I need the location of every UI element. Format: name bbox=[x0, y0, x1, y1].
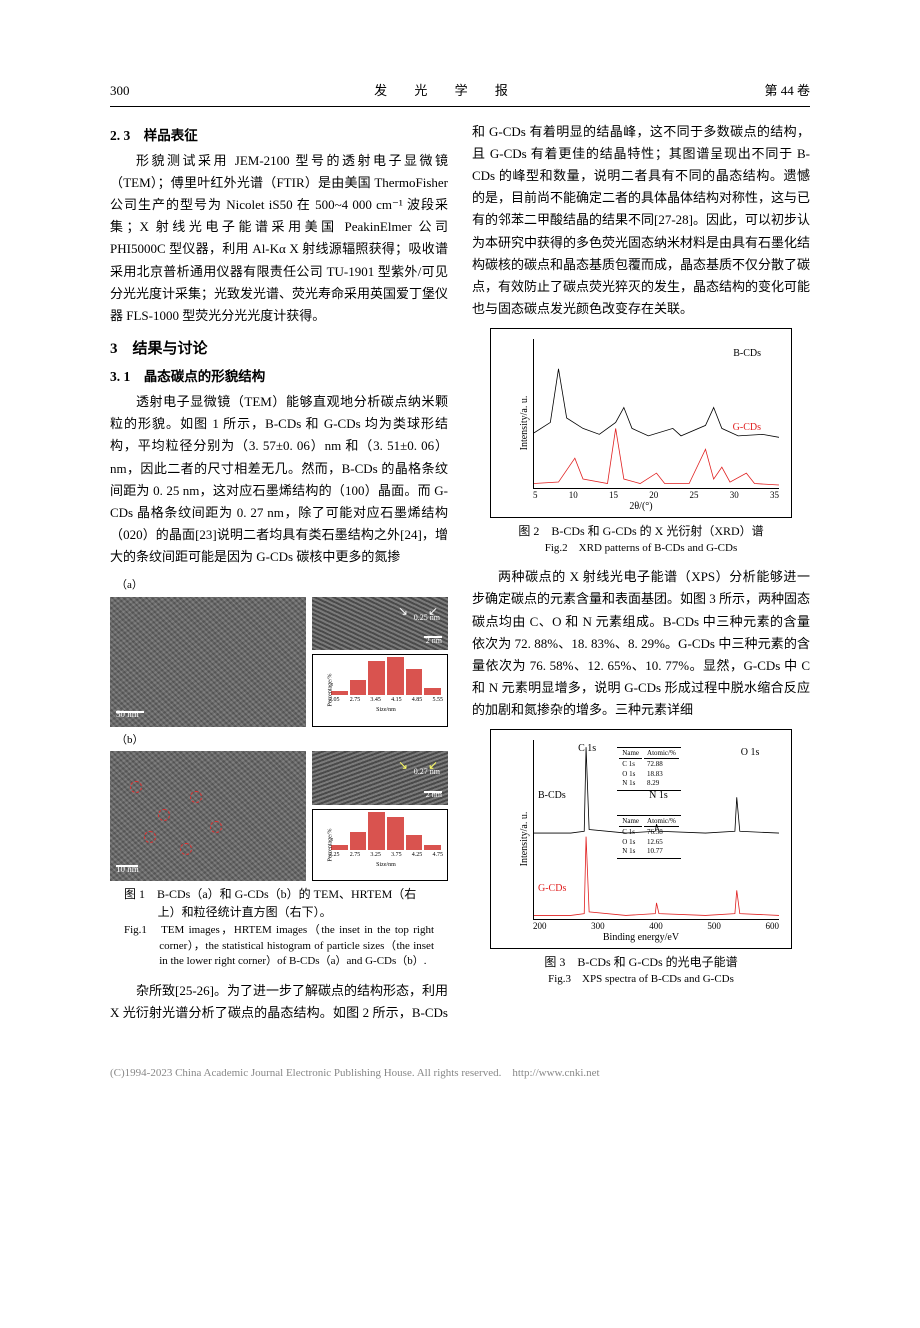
fig2-xlabel: 2θ/(°) bbox=[491, 498, 791, 515]
xrd-chart: Intensity/a. u. B-CDs G-CDs 510152025303… bbox=[490, 328, 792, 518]
fig3-label-b: B-CDs bbox=[538, 787, 566, 804]
scale-line-icon bbox=[424, 636, 442, 638]
page-number: 300 bbox=[110, 80, 130, 102]
fig3-caption-en: Fig.3 XPS spectra of B-CDs and G-CDs bbox=[472, 972, 810, 987]
fig2-ylabel: Intensity/a. u. bbox=[516, 396, 533, 451]
arrow-icon: ↘ bbox=[398, 755, 408, 775]
page-footer: (C)1994-2023 China Academic Journal Elec… bbox=[110, 1064, 810, 1083]
xps-chart: Intensity/a. u. B-CDs G-CDs C 1s N 1s O … bbox=[490, 729, 792, 949]
journal-title: 发 光 学 报 bbox=[374, 80, 520, 102]
fig2-caption-cn: 图 2 B-CDs 和 G-CDs 的 X 光衍射（XRD）谱 bbox=[472, 522, 810, 540]
para-2-3: 形貌测试采用 JEM-2100 型号的透射电子显微镜（TEM）；傅里叶红外光谱（… bbox=[110, 150, 448, 327]
fig3-caption-cn: 图 3 B-CDs 和 G-CDs 的光电子能谱 bbox=[472, 953, 810, 971]
heading-3: 3 结果与讨论 bbox=[110, 337, 448, 363]
fig2-caption-en: Fig.2 XRD patterns of B-CDs and G-CDs bbox=[472, 541, 810, 556]
volume: 第 44 卷 bbox=[764, 80, 810, 102]
histo-a-ylabel: Percentage/% bbox=[325, 674, 335, 707]
arrow-icon: ↘ bbox=[398, 601, 408, 621]
scale-bar-a: 50 nm bbox=[116, 707, 139, 722]
scale-line-icon bbox=[424, 791, 442, 793]
lattice-a: 0.25 nm bbox=[414, 611, 440, 625]
histogram-a: Percentage/% 2.052.753.454.154.855.55 Si… bbox=[312, 654, 448, 726]
fig1-label-a: （a） bbox=[110, 576, 448, 595]
fig1-label-b: （b） bbox=[110, 731, 448, 750]
tem-image-b: 10 nm bbox=[110, 751, 306, 881]
figure-3: Intensity/a. u. B-CDs G-CDs C 1s N 1s O … bbox=[472, 729, 810, 987]
heading-2-3: 2. 3 样品表征 bbox=[110, 125, 448, 148]
atomic-table-b: NameAtomic/%C 1s72.88O 1s18.83N 1s8.29 bbox=[617, 747, 681, 791]
page-header: 300 发 光 学 报 第 44 卷 bbox=[110, 80, 810, 107]
fig1-caption-en: Fig.1 TEM images，HRTEM images（the inset … bbox=[124, 923, 434, 969]
para-3-1-c: 两种碳点的 X 射线光电子能谱（XPS）分析能够进一步确定碳点的元素含量和表面基… bbox=[472, 566, 810, 721]
fig3-xlabel: Binding energy/eV bbox=[491, 929, 791, 946]
histogram-b: Percentage/% 2.252.753.253.754.254.75 Si… bbox=[312, 809, 448, 881]
scale-line-a-icon bbox=[116, 711, 144, 713]
tem-image-a: 50 nm bbox=[110, 597, 306, 727]
peak-c1s: C 1s bbox=[578, 740, 596, 757]
fig1-panel-a: 50 nm ↘ ↙ 0.25 nm 2 nm Percentage/% 2.05… bbox=[110, 597, 448, 727]
histo-b-xlabel: Size/nm bbox=[327, 860, 445, 870]
histo-b-ylabel: Percentage/% bbox=[325, 829, 335, 862]
scale-bar-b: 10 nm bbox=[116, 862, 139, 877]
figure-2: Intensity/a. u. B-CDs G-CDs 510152025303… bbox=[472, 328, 810, 556]
fig1-caption-cn: 图 1 B-CDs（a）和 G-CDs（b）的 TEM、HRTEM（右上）和粒径… bbox=[124, 885, 434, 921]
fig3-ylabel: Intensity/a. u. bbox=[516, 812, 533, 867]
hrtem-b: ↘ ↙ 0.27 nm 2 nm bbox=[312, 751, 448, 805]
lattice-b: 0.27 nm bbox=[414, 765, 440, 779]
scale-line-b-icon bbox=[116, 865, 138, 867]
peak-o1s: O 1s bbox=[741, 744, 760, 761]
heading-3-1: 3. 1 晶态碳点的形貌结构 bbox=[110, 366, 448, 389]
atomic-table-g: NameAtomic/%C 1s76.58O 1s12.65N 1s10.77 bbox=[617, 815, 681, 859]
hrtem-a: ↘ ↙ 0.25 nm 2 nm bbox=[312, 597, 448, 651]
two-column-body: 2. 3 样品表征 形貌测试采用 JEM-2100 型号的透射电子显微镜（TEM… bbox=[110, 121, 810, 1024]
fig2-label-b: B-CDs bbox=[733, 345, 761, 362]
fig1-panel-b: 10 nm ↘ ↙ 0.27 nm 2 nm Percentage/% 2.25… bbox=[110, 751, 448, 881]
para-3-1-a: 透射电子显微镜（TEM）能够直观地分析碳点纳米颗粒的形貌。如图 1 所示，B-C… bbox=[110, 391, 448, 568]
fig2-label-g: G-CDs bbox=[733, 419, 761, 436]
figure-1: （a） 50 nm ↘ ↙ 0.25 nm 2 nm Percentage/% bbox=[110, 576, 448, 970]
histo-a-xlabel: Size/nm bbox=[327, 705, 445, 715]
fig3-label-g: G-CDs bbox=[538, 880, 566, 897]
